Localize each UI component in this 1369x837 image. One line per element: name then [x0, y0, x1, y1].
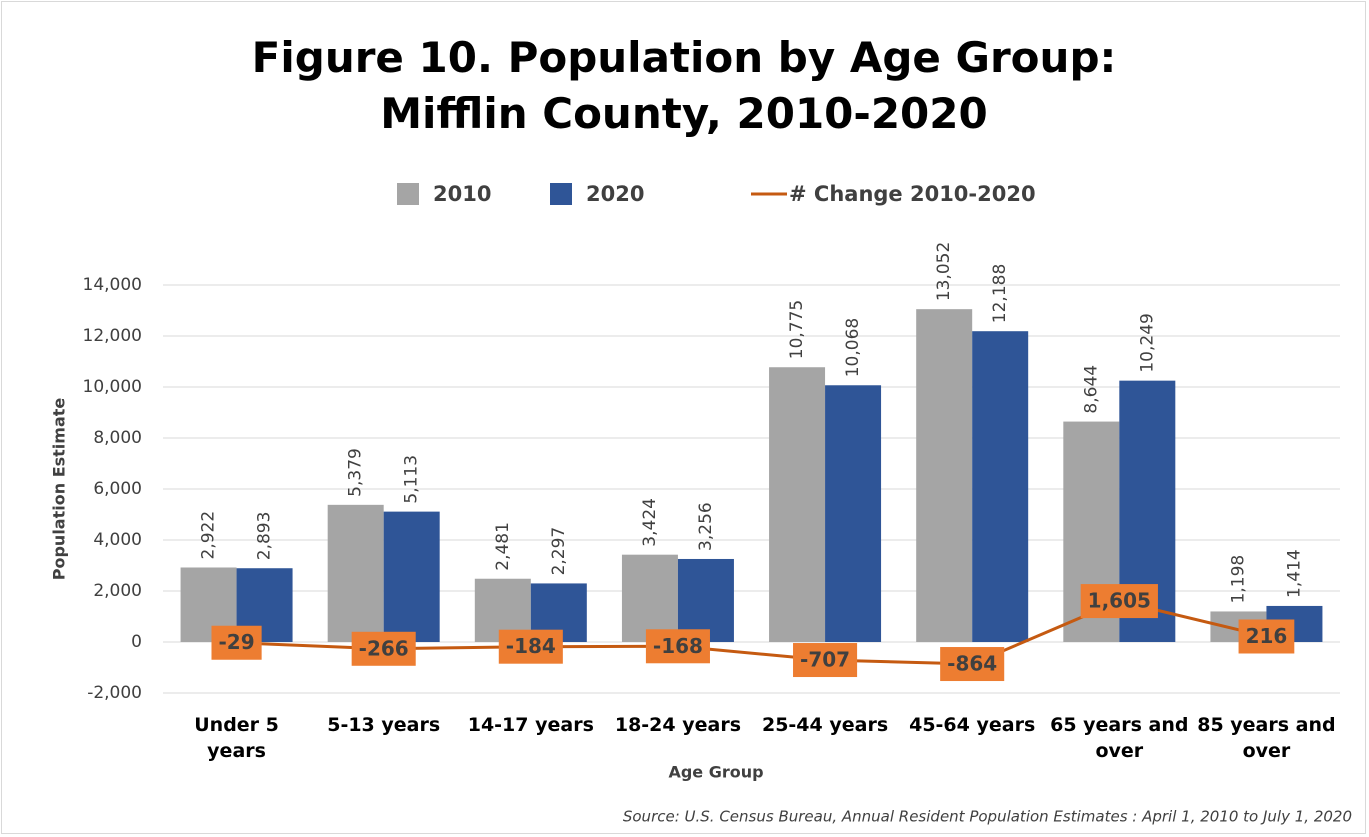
- data-label: 10,249: [1137, 313, 1157, 372]
- data-label: 1,414: [1284, 549, 1304, 598]
- data-label-bg: [1238, 619, 1295, 654]
- x-tick-label: Under 5 years: [194, 714, 279, 762]
- data-label: 10,775: [787, 300, 807, 359]
- data-label-box: 216: [1238, 619, 1295, 654]
- data-label-bg: [645, 629, 710, 664]
- source: Source: U.S. Census Bureau, Annual Resid…: [623, 808, 1352, 826]
- chart-title: Figure 10. Population by Age Group: Miff…: [251, 33, 1117, 138]
- bar: [769, 367, 826, 642]
- x-tick-label: 25-44 years: [761, 714, 889, 736]
- x-tick-label: 45-64 years: [909, 714, 1036, 736]
- data-label: 1,605: [1088, 589, 1151, 613]
- bar: [327, 504, 384, 642]
- x-tick-label: 14-17 years: [467, 714, 594, 736]
- data-label-bg: [498, 629, 563, 664]
- y-tick-label: 2,000: [93, 581, 142, 601]
- data-label: 12,188: [990, 264, 1010, 323]
- y-axis-title: Population Estimate: [50, 398, 69, 581]
- y-tick-label: 4,000: [93, 530, 142, 550]
- y-tick-label: 14,000: [83, 275, 142, 295]
- data-label: 216: [1246, 624, 1288, 648]
- bar: [677, 558, 734, 642]
- y-tick-label: 10,000: [83, 377, 142, 397]
- x-axis-title: Age Group: [668, 763, 763, 782]
- data-label-box: -168: [645, 629, 710, 664]
- data-label: 10,068: [843, 318, 863, 377]
- x-tick-label: 5-13 years: [327, 714, 441, 736]
- data-label: 2,893: [255, 512, 275, 561]
- bar: [825, 385, 882, 642]
- bar: [916, 309, 973, 642]
- legend-label: # Change 2010-2020: [789, 182, 1036, 206]
- data-label: 5,379: [346, 448, 366, 497]
- data-label: -184: [506, 634, 556, 658]
- data-label: -168: [653, 634, 703, 658]
- data-label-bg: [793, 643, 858, 678]
- data-label-bg: [1080, 584, 1158, 619]
- bar: [972, 331, 1029, 642]
- data-label-box: 1,605: [1080, 584, 1158, 619]
- data-label: 2,297: [549, 527, 569, 576]
- legend-label: 2010: [433, 182, 491, 206]
- data-label: 13,052: [934, 242, 954, 301]
- data-label-bg: [211, 625, 262, 660]
- legend-swatch: [550, 183, 572, 205]
- bar: [383, 511, 440, 642]
- y-tick-label: 12,000: [83, 326, 142, 346]
- legend-swatch: [397, 183, 419, 205]
- data-label-box: -29: [211, 625, 262, 660]
- data-label-box: -184: [498, 629, 563, 664]
- y-tick-label: 0: [131, 632, 142, 652]
- data-label: -864: [947, 652, 997, 676]
- x-tick-label: 18-24 years: [614, 714, 742, 736]
- x-tick-label: 85 years and over: [1197, 714, 1336, 762]
- data-label: 5,113: [402, 455, 422, 504]
- data-label: 3,424: [640, 498, 660, 547]
- bar: [621, 554, 678, 642]
- data-label: -29: [218, 630, 254, 654]
- data-label: 1,198: [1228, 555, 1248, 604]
- data-label-box: -864: [940, 647, 1005, 682]
- data-label: -266: [359, 636, 409, 660]
- data-label: 2,922: [199, 511, 219, 560]
- data-label: 2,481: [493, 522, 513, 571]
- y-tick-label: 8,000: [93, 428, 142, 448]
- legend-label: 2020: [586, 182, 644, 206]
- y-tick-label: 6,000: [93, 479, 142, 499]
- data-label-box: -707: [793, 643, 858, 678]
- data-label: 8,644: [1081, 365, 1101, 414]
- x-tick-label: 65 years and over: [1050, 714, 1189, 762]
- data-label: 3,256: [696, 502, 716, 551]
- data-label: -707: [800, 648, 850, 672]
- data-label-bg: [940, 647, 1005, 682]
- data-label-bg: [351, 631, 416, 666]
- data-label-box: -266: [351, 631, 416, 666]
- y-tick-label: -2,000: [87, 683, 142, 703]
